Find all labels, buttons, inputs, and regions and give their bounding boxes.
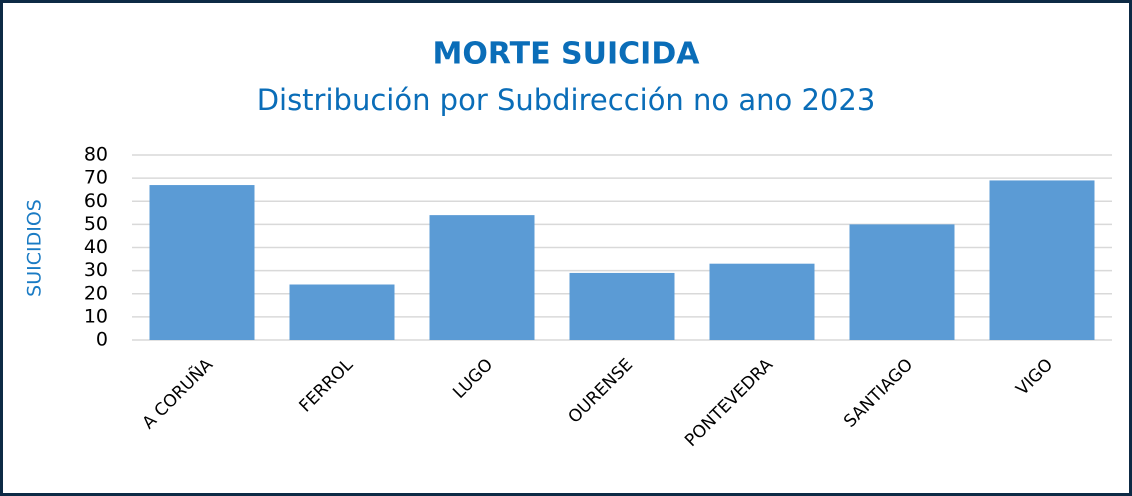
chart-subtitle: Distribución por Subdirección no ano 202… (257, 83, 876, 117)
bar (289, 284, 395, 340)
bar (709, 263, 815, 340)
bar (569, 272, 675, 340)
bar (429, 215, 535, 340)
chart-title: MORTE SUICIDA (433, 37, 701, 72)
y-tick-label: 70 (84, 167, 108, 189)
y-tick-label: 40 (84, 236, 108, 258)
bar (849, 224, 955, 340)
y-tick-label: 30 (84, 259, 108, 281)
y-tick-label: 80 (84, 144, 108, 166)
y-axis-label: SUICIDIOS (24, 199, 46, 297)
y-tick-label: 20 (84, 282, 108, 304)
y-tick-label: 60 (84, 190, 108, 212)
bar (989, 180, 1095, 340)
y-tick-label: 50 (84, 213, 108, 235)
bar (149, 185, 255, 340)
y-tick-label: 0 (96, 329, 108, 351)
y-tick-label: 10 (84, 305, 108, 327)
